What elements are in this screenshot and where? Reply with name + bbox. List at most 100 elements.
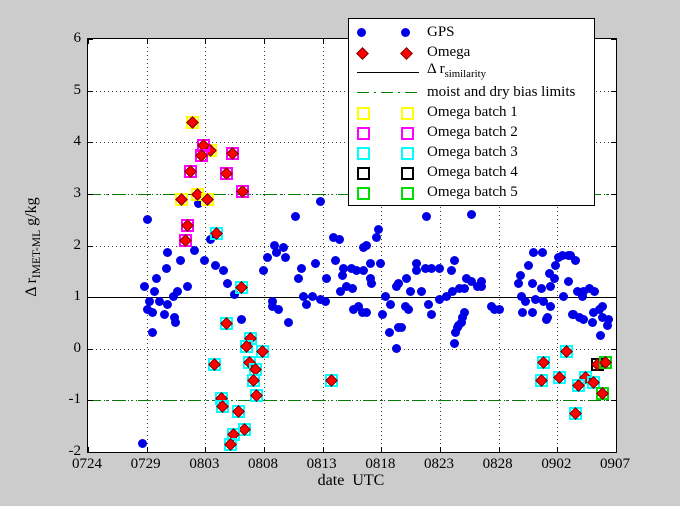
gps-data-point [477, 281, 487, 291]
gps-data-point [466, 276, 476, 286]
gps-data-point [351, 266, 361, 276]
x-tick-mark [264, 447, 265, 452]
y-tick-mark [88, 348, 93, 350]
gps-data-point [435, 263, 444, 273]
y-tick-mark [611, 245, 616, 247]
gps-data-point [206, 235, 216, 245]
x-tick-label: 0808 [248, 456, 278, 472]
gps-data-point [546, 281, 556, 291]
gps-data-point [182, 281, 192, 291]
gps-data-point [494, 305, 504, 315]
y-tick-mark [611, 452, 616, 453]
batch-square-icon [401, 147, 414, 160]
gps-data-point [571, 255, 581, 265]
gps-data-point [518, 307, 528, 317]
x-tick-mark [205, 39, 207, 44]
gps-data-point [365, 274, 375, 284]
gps-data-point [549, 274, 559, 284]
gps-data-point [371, 232, 381, 242]
y-tick-mark [611, 193, 616, 195]
legend-entry-label: Omega batch 4 [427, 163, 518, 180]
gps-data-point [450, 338, 460, 348]
gps-data-point [524, 261, 534, 271]
batch-square-icon [357, 147, 370, 160]
y-axis-label-subscript: IMET-ML [31, 229, 44, 279]
legend-sample-dashed [355, 85, 427, 99]
x-tick-label: 0803 [189, 456, 220, 472]
x-tick-mark [88, 447, 89, 452]
gps-data-point [310, 258, 320, 268]
legend-entry: Omega batch 4 [349, 163, 594, 181]
gps-data-point [161, 263, 171, 273]
gps-data-point [145, 297, 155, 307]
gps-data-point [342, 281, 352, 291]
gps-data-point [354, 302, 364, 312]
y-tick-label: 2 [73, 236, 82, 253]
y-tick-label: -2 [68, 443, 82, 459]
batch-square-icon [357, 187, 370, 200]
gps-data-point [373, 225, 383, 234]
gps-data-point [162, 248, 172, 258]
bias-limit-line [88, 400, 616, 402]
legend-entry-label: Omega batch 5 [427, 183, 518, 200]
y-tick-mark [88, 452, 93, 453]
gps-data-point [531, 294, 541, 304]
gps-data-point [168, 292, 178, 302]
gps-data-point [457, 317, 467, 327]
gps-data-point [435, 294, 444, 304]
gps-data-point [262, 253, 272, 263]
gps-data-point [426, 310, 436, 320]
y-tick-label: 1 [73, 288, 82, 305]
x-tick-label: 0729 [130, 456, 161, 472]
batch-square-icon [357, 167, 370, 180]
gps-data-point [365, 258, 375, 268]
gps-data-point [175, 255, 185, 265]
gps-data-point [459, 284, 469, 294]
gps-data-point [294, 274, 304, 284]
legend-entry-label: Omega batch 3 [427, 143, 518, 160]
gps-data-point [404, 305, 414, 315]
gps-data-point [537, 284, 547, 294]
legend-entry: Omega batch 5 [349, 183, 594, 201]
legend-entry-label: Δ rsimilarity [427, 61, 486, 81]
gps-data-point [152, 274, 162, 284]
gps-data-point [316, 294, 326, 304]
gps-data-point [269, 240, 279, 250]
gps-data-point [446, 266, 456, 276]
gps-data-point [579, 315, 589, 325]
gps-data-point [411, 258, 421, 268]
y-tick-label: 5 [73, 81, 82, 98]
gps-data-point [329, 232, 339, 242]
gps-data-point [358, 266, 368, 276]
gps-data-point [551, 261, 561, 271]
gps-data-point [477, 276, 487, 286]
gps-data-point [459, 307, 469, 317]
gps-data-point [566, 250, 576, 260]
gps-data-point [391, 343, 401, 353]
gps-data-point [528, 248, 538, 258]
y-tick-label: 0 [73, 339, 82, 356]
gps-data-point [147, 328, 157, 338]
gps-data-point [422, 212, 432, 222]
gps-data-point [138, 439, 148, 449]
gridline-vertical [264, 39, 265, 452]
legend-entry: Omega batch 1 [349, 103, 594, 121]
gps-data-point [377, 310, 387, 320]
gps-data-point [472, 281, 482, 291]
batch-square-icon [401, 187, 414, 200]
legend-sample-line [355, 65, 427, 79]
gps-data-point [405, 286, 415, 296]
legend-entry: Omega batch 2 [349, 123, 594, 141]
gps-data-point [385, 299, 395, 309]
batch-square-icon [357, 127, 370, 140]
gps-data-point [602, 320, 612, 330]
gps-data-point [588, 307, 598, 317]
y-tick-mark [88, 193, 93, 195]
legend-entry-label: Omega [427, 43, 471, 60]
gps-data-point [162, 299, 172, 309]
y-tick-label: -1 [68, 391, 82, 408]
y-tick-mark [88, 39, 93, 40]
legend-sample-squares [355, 185, 427, 200]
y-tick-mark [611, 142, 616, 144]
